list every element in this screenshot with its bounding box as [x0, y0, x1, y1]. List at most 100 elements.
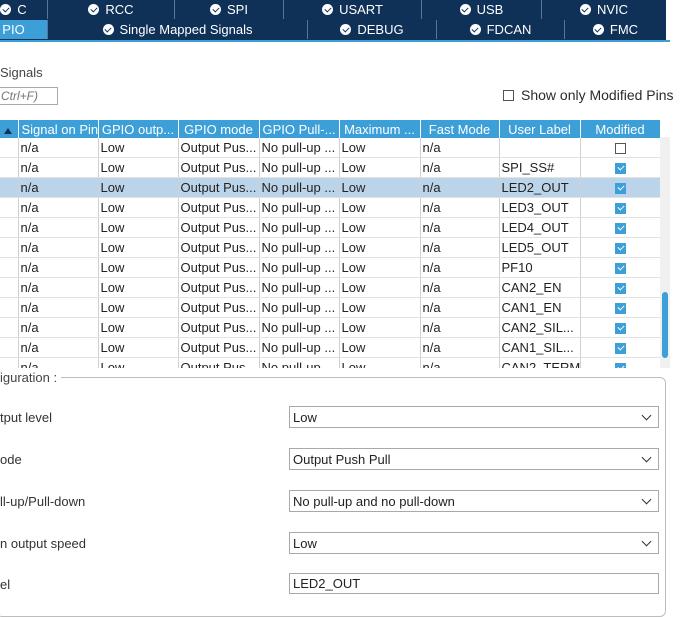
- table-row[interactable]: n/a Low Output Pus... No pull-up ... Low n/a C…: [0, 297, 661, 318]
- check-icon: [592, 24, 604, 35]
- cell-modified: [580, 357, 661, 368]
- table-scrollbar[interactable]: [660, 137, 670, 368]
- row-header-cell: [0, 138, 19, 158]
- modified-checkbox[interactable]: [614, 223, 626, 235]
- tab-usb[interactable]: USB: [422, 0, 542, 19]
- pull-label: ll-up/Pull-down: [0, 494, 86, 509]
- modified-checkbox[interactable]: [614, 143, 626, 155]
- chevron-down-icon: [641, 452, 652, 463]
- cell-speed: Low: [339, 337, 421, 358]
- cell-pull: No pull-up ...: [259, 337, 340, 358]
- pin-table-viewport: Signal on Pin GPIO outp... GPIO mode GPI…: [0, 118, 662, 368]
- chevron-down-icon: [641, 494, 652, 505]
- user-label-input[interactable]: [289, 573, 659, 594]
- tab-bar: C RCC SPI USART USB NVIC PIO Single Mapp…: [0, 0, 666, 40]
- table-row[interactable]: n/a Low Output Pus... No pull-up ... Low n/a L…: [0, 237, 661, 258]
- tab-row-1: C RCC SPI USART USB NVIC: [0, 0, 666, 20]
- pull-select[interactable]: No pull-up and no pull-down: [289, 490, 659, 512]
- pin-table: Signal on Pin GPIO outp... GPIO mode GPI…: [0, 120, 661, 368]
- table-row[interactable]: n/a Low Output Pus... No pull-up ... Low n/a C…: [0, 277, 661, 298]
- table-row[interactable]: n/a Low Output Pus... No pull-up ... Low n/a S…: [0, 157, 661, 178]
- tab-fmc[interactable]: FMC: [565, 20, 666, 39]
- cell-signal: n/a: [18, 277, 99, 298]
- cell-pull: No pull-up ...: [259, 317, 340, 338]
- cell-signal: n/a: [18, 197, 99, 218]
- table-row[interactable]: n/a Low Output Pus... No pull-up ... Low n/a P…: [0, 257, 661, 278]
- cell-output: Low: [98, 177, 179, 198]
- cell-label: LED2_OUT: [499, 177, 581, 198]
- column-header-fast-mode[interactable]: Fast Mode: [420, 120, 500, 138]
- table-scrollbar-thumb[interactable]: [662, 292, 668, 358]
- cell-output: Low: [98, 197, 179, 218]
- modified-checkbox[interactable]: [614, 323, 626, 335]
- cell-output: Low: [98, 217, 179, 238]
- column-header-modified[interactable]: Modified: [580, 120, 661, 138]
- output-level-select[interactable]: Low: [289, 406, 659, 428]
- row-header-cell: [0, 157, 19, 178]
- cell-fast: n/a: [420, 177, 500, 198]
- tab-nvic[interactable]: NVIC: [542, 0, 666, 19]
- tab-rcc[interactable]: RCC: [48, 0, 175, 19]
- modified-checkbox[interactable]: [614, 263, 626, 275]
- check-icon: [459, 4, 471, 15]
- search-input[interactable]: [0, 87, 58, 105]
- modified-checkbox[interactable]: [614, 363, 626, 368]
- tab-debug[interactable]: DEBUG: [308, 20, 437, 39]
- column-header-gpio-pull[interactable]: GPIO Pull-...: [259, 120, 340, 138]
- row-header-cell: [0, 277, 19, 298]
- cell-mode: Output Pus...: [178, 297, 260, 318]
- modified-checkbox[interactable]: [614, 203, 626, 215]
- modified-checkbox[interactable]: [614, 183, 626, 195]
- tab-single-mapped-signals[interactable]: Single Mapped Signals: [48, 20, 308, 39]
- cell-mode: Output Pus...: [178, 337, 260, 358]
- table-row[interactable]: n/a Low Output Pus... No pull-up ... Low n/a: [0, 138, 661, 158]
- modified-checkbox[interactable]: [614, 163, 626, 175]
- cell-speed: Low: [339, 317, 421, 338]
- table-row[interactable]: n/a Low Output Pus... No pull-up ... Low n/a L…: [0, 217, 661, 238]
- table-body: n/a Low Output Pus... No pull-up ... Low n/a n…: [0, 138, 661, 368]
- tab-fdcan[interactable]: FDCAN: [437, 20, 565, 39]
- cell-modified: [580, 197, 661, 218]
- modified-checkbox[interactable]: [614, 283, 626, 295]
- sort-column-header[interactable]: [0, 120, 19, 138]
- cell-mode: Output Pus...: [178, 317, 260, 338]
- modified-checkbox[interactable]: [614, 343, 626, 355]
- cell-label: CAN1_SIL...: [499, 337, 581, 358]
- column-header-signal[interactable]: Signal on Pin: [18, 120, 99, 138]
- row-header-cell: [0, 237, 19, 258]
- show-modified-checkbox[interactable]: [503, 89, 514, 101]
- table-row[interactable]: n/a Low Output Pus... No pull-up ... Low n/a L…: [0, 197, 661, 218]
- cell-mode: Output Pus...: [178, 217, 260, 238]
- cell-fast: n/a: [420, 317, 500, 338]
- sort-up-icon: [3, 127, 12, 134]
- column-header-max-speed[interactable]: Maximum ...: [339, 120, 421, 138]
- cell-signal: n/a: [18, 297, 99, 318]
- cell-signal: n/a: [18, 237, 99, 258]
- show-modified-toggle[interactable]: Show only Modified Pins: [503, 87, 674, 103]
- cell-modified: [580, 157, 661, 178]
- table-row[interactable]: n/a Low Output Pus... No pull-up ... Low n/a L…: [0, 177, 661, 198]
- mode-select[interactable]: Output Push Pull: [289, 448, 659, 470]
- cell-fast: n/a: [420, 277, 500, 298]
- cell-fast: n/a: [420, 337, 500, 358]
- cell-speed: Low: [339, 197, 421, 218]
- modified-checkbox[interactable]: [614, 243, 626, 255]
- column-header-gpio-mode[interactable]: GPIO mode: [178, 120, 260, 138]
- table-row[interactable]: n/a Low Output Pus... No pull-up ... Low n/a C…: [0, 357, 661, 368]
- cell-speed: Low: [339, 138, 421, 158]
- cell-speed: Low: [339, 277, 421, 298]
- tab-usart[interactable]: USART: [284, 0, 422, 19]
- cell-signal: n/a: [18, 157, 99, 178]
- table-row[interactable]: n/a Low Output Pus... No pull-up ... Low n/a C…: [0, 317, 661, 338]
- tab-gpio[interactable]: PIO: [0, 20, 48, 39]
- column-header-user-label[interactable]: User Label: [499, 120, 581, 138]
- modified-checkbox[interactable]: [614, 303, 626, 315]
- cell-modified: [580, 217, 661, 238]
- speed-select[interactable]: Low: [289, 532, 659, 554]
- table-row[interactable]: n/a Low Output Pus... No pull-up ... Low n/a C…: [0, 337, 661, 358]
- tab-spi[interactable]: SPI: [175, 0, 284, 19]
- tab-c[interactable]: C: [0, 0, 48, 19]
- cell-label: LED3_OUT: [499, 197, 581, 218]
- column-header-gpio-output[interactable]: GPIO outp...: [98, 120, 179, 138]
- cell-fast: n/a: [420, 297, 500, 318]
